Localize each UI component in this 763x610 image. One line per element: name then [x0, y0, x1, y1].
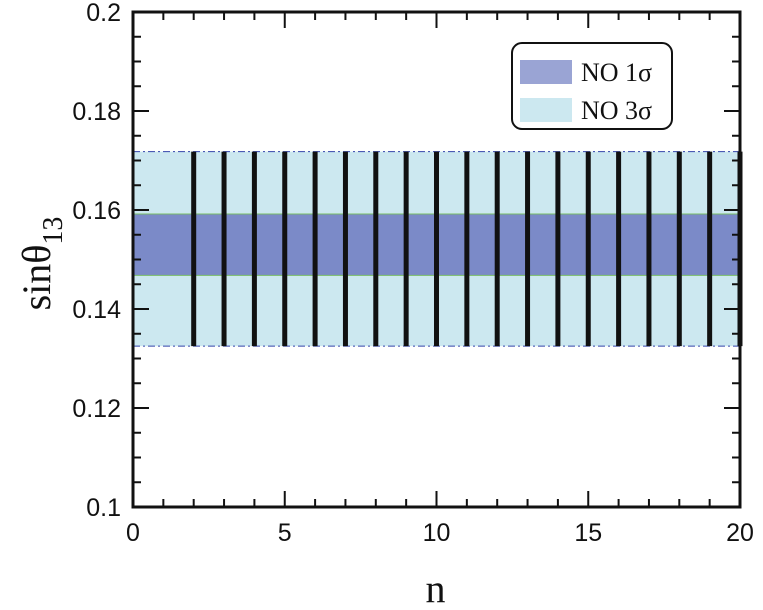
- legend-label: NO 1σ: [581, 58, 652, 87]
- y-tick-label: 0.12: [72, 395, 121, 423]
- y-tick-label: 0.16: [72, 197, 121, 225]
- legend-swatch-3sigma: [520, 98, 572, 122]
- x-tick-label: 5: [278, 519, 292, 547]
- x-tick-label: 15: [574, 519, 602, 547]
- y-axis-title-text: sinθ13: [14, 217, 69, 311]
- legend-swatch-1sigma: [520, 60, 572, 84]
- y-axis-title-subscript: 13: [38, 217, 69, 245]
- x-tick-label: 0: [126, 519, 140, 547]
- y-axis-title: sinθ13: [14, 217, 69, 311]
- axis-ticks: 0 5 10 15 20 0.1 0.12 0.14 0.16 0.18 0.2: [72, 0, 754, 547]
- legend-label: NO 3σ: [581, 96, 652, 125]
- y-tick-label: 0.18: [72, 98, 121, 126]
- y-axis-title-main: sinθ: [14, 245, 59, 311]
- y-tick-label: 0.1: [86, 494, 121, 522]
- x-tick-label: 10: [423, 519, 451, 547]
- y-tick-label: 0.2: [86, 0, 121, 27]
- x-axis-title: n: [426, 566, 446, 610]
- y-tick-label: 0.14: [72, 296, 121, 324]
- legend: NO 1σ NO 3σ: [511, 42, 673, 130]
- x-tick-label: 20: [726, 519, 754, 547]
